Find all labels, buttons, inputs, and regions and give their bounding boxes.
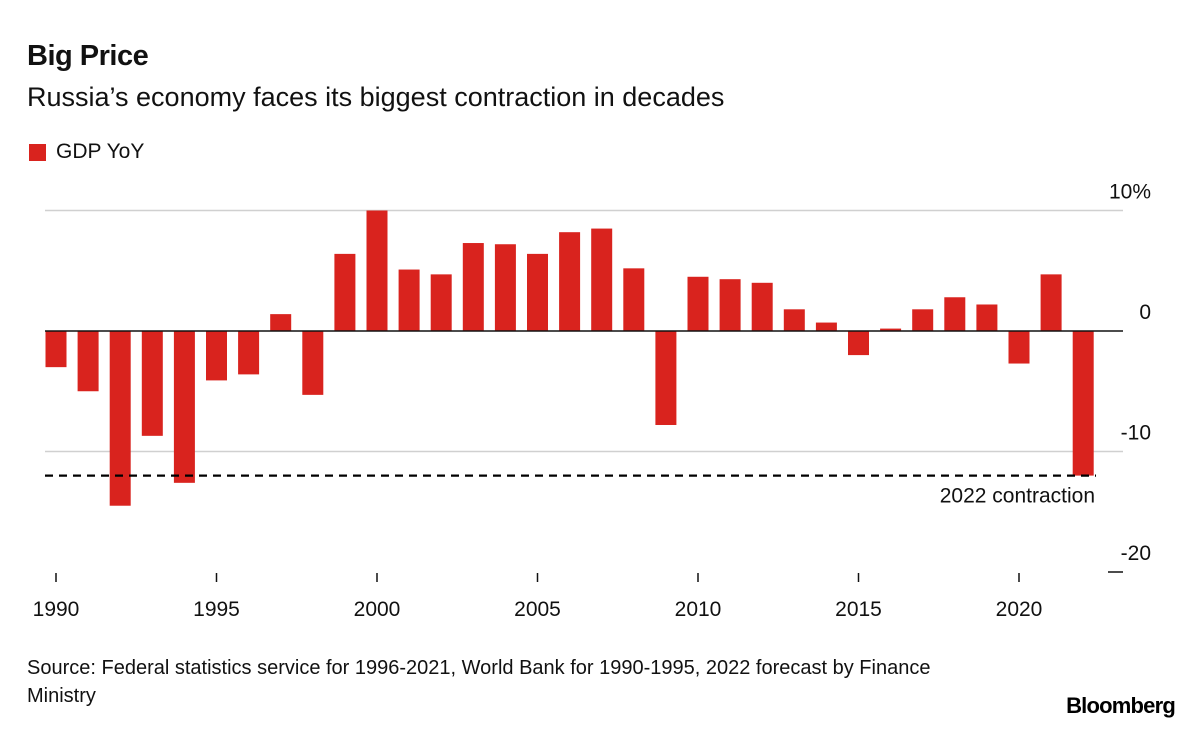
bar-2000	[366, 210, 388, 331]
bar-2017	[912, 309, 934, 331]
source-note: Source: Federal statistics service for 1…	[27, 657, 931, 707]
y-tick-label: 0	[1139, 301, 1151, 324]
bar-2020	[1008, 331, 1030, 364]
bar-1996	[238, 331, 260, 375]
y-tick-label: 10%	[1109, 181, 1151, 204]
bar-1998	[302, 331, 324, 395]
bar-2018	[944, 297, 966, 331]
bar-2011	[719, 279, 741, 331]
bar-2003	[462, 243, 484, 331]
bar-1992	[109, 331, 131, 506]
bar-2021	[1040, 274, 1062, 331]
bar-2022	[1072, 331, 1094, 476]
bars	[45, 210, 1094, 506]
bar-2002	[430, 274, 452, 331]
axes: 10% 0 -10 -20 1990 1995 2000 2005 2010 2015 2020	[33, 181, 1151, 622]
legend-swatch	[29, 143, 46, 161]
bar-1991	[77, 331, 99, 392]
bar-2004	[494, 244, 516, 331]
bar-2005	[527, 253, 548, 331]
y-tick-label: -20	[1121, 542, 1151, 565]
x-tick-label: 1990	[33, 598, 80, 621]
bar-2010	[687, 276, 709, 331]
legend-label: GDP YoY	[56, 140, 145, 163]
bar-2007	[591, 228, 613, 331]
bloomberg-logo: Bloomberg	[1066, 693, 1176, 718]
bar-2008	[623, 268, 645, 331]
bar-1993	[141, 331, 163, 436]
bar-2001	[398, 269, 420, 331]
bar-2019	[976, 304, 998, 331]
bar-2012	[751, 282, 773, 331]
bar-2013	[783, 309, 805, 331]
chart-title: Big Price	[27, 40, 149, 72]
x-tick-label: 2010	[675, 598, 722, 621]
x-tick-label: 2005	[514, 598, 561, 621]
y-tick-label: -10	[1121, 422, 1151, 445]
bar-1994	[173, 331, 195, 483]
bar-2009	[655, 331, 677, 425]
bar-1995	[206, 331, 227, 381]
bar-2014	[815, 322, 837, 331]
bar-1999	[334, 253, 356, 331]
contraction-label: 2022 contraction	[940, 485, 1095, 508]
bar-2006	[559, 232, 581, 331]
x-tick-label: 2000	[354, 598, 401, 621]
bar-1990	[45, 331, 67, 368]
bar-2016	[880, 328, 902, 331]
x-tick-label: 1995	[193, 598, 240, 621]
bar-2015	[848, 331, 869, 356]
grid-lines	[45, 209, 1123, 573]
annotations: 2022 contraction	[45, 474, 1096, 508]
legend: GDP YoY	[29, 140, 144, 164]
x-tick-label: 2015	[835, 598, 882, 621]
bar-chart: 10% 0 -10 -20 1990 1995 2000 2005 2010 2015 2020 2…	[33, 181, 1151, 622]
x-tick-label: 2020	[996, 598, 1043, 621]
chart-subtitle: Russia’s economy faces its biggest contr…	[27, 82, 725, 112]
bar-1997	[270, 314, 292, 331]
